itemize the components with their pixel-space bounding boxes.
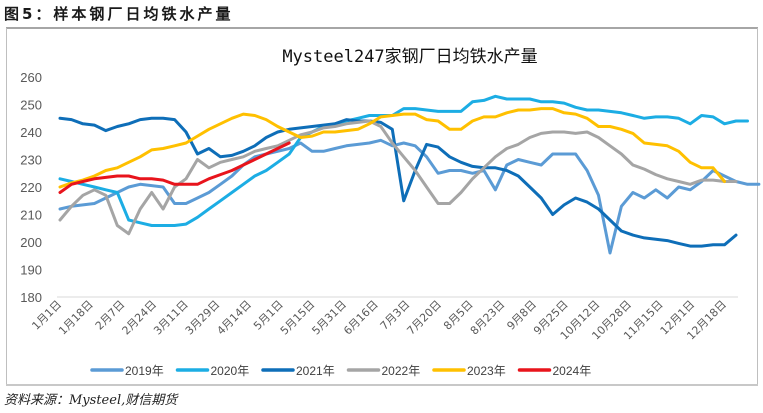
legend-label: 2022年 xyxy=(382,364,421,378)
frame-bottom-border xyxy=(6,384,758,386)
y-tick-label: 200 xyxy=(20,235,42,250)
legend-label: 2024年 xyxy=(553,364,592,378)
legend-label: 2023年 xyxy=(467,364,506,378)
x-tick-label: 6月16日 xyxy=(341,298,381,338)
frame-right-border xyxy=(757,28,758,385)
x-tick-labels: 1月1日1月18日2月7日2月24日3月11日3月29日4月14日5月1日5月1… xyxy=(29,298,729,343)
y-tick-label: 210 xyxy=(20,208,42,223)
chart-title: Mysteel247家钢厂日均铁水产量 xyxy=(282,47,537,67)
series-line-2024年 xyxy=(58,141,291,194)
series-line-2021年 xyxy=(58,116,738,248)
y-tick-labels: 180 190 200 210 220 230 240 250 260 xyxy=(20,70,42,305)
source-note: 资料来源：Mysteel,财信期货 xyxy=(4,393,178,408)
series-line-2023年 xyxy=(58,107,726,189)
y-tick-label: 190 xyxy=(20,263,42,278)
x-tick-label: 1月18日 xyxy=(56,298,96,338)
y-tick-label: 240 xyxy=(20,125,42,140)
x-tick-label: 7月20日 xyxy=(404,298,444,338)
legend-label: 2020年 xyxy=(211,364,250,378)
y-tick-label: 250 xyxy=(20,98,42,113)
y-tick-label: 260 xyxy=(20,70,42,85)
top-divider xyxy=(6,27,758,29)
y-tick-label: 220 xyxy=(20,180,42,195)
y-tick-label: 230 xyxy=(20,153,42,168)
figure-label: 图5：样本钢厂日均铁水产量 xyxy=(4,5,234,23)
frame-left-border xyxy=(6,28,7,385)
series-line-2019年 xyxy=(58,138,761,255)
y-tick-label: 180 xyxy=(20,290,42,305)
x-tick-label: 4月14日 xyxy=(214,298,254,338)
legend: 2019年 2020年 2021年 2022年 2023年 2024年 xyxy=(90,364,592,378)
legend-label: 2019年 xyxy=(125,364,164,378)
series-line-2022年 xyxy=(58,119,738,236)
series-line-2020年 xyxy=(58,94,749,227)
legend-label: 2021年 xyxy=(296,364,335,378)
series-lines xyxy=(58,94,761,255)
x-tick-label: 8月23日 xyxy=(468,298,508,338)
